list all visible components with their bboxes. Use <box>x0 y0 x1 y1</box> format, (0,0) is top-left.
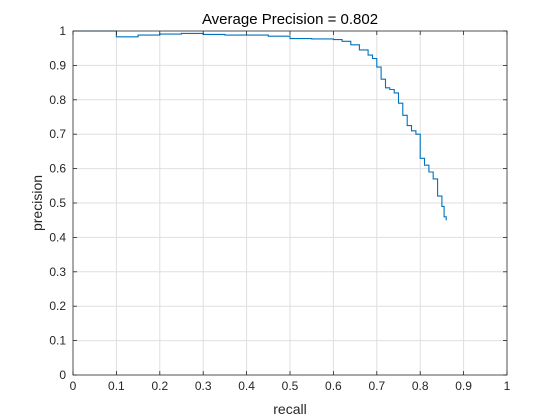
y-tick-label: 0.1 <box>49 334 66 348</box>
x-tick-label: 0.3 <box>195 379 212 393</box>
axis-ticks: 0 0.1 0.2 0.3 0.4 0.5 0.6 0.7 0.8 0.9 1 0 0.1 0.2 0.3 0… <box>49 24 510 393</box>
x-tick-label: 0.9 <box>455 379 472 393</box>
series-line <box>73 30 447 221</box>
y-tick-label: 0.8 <box>49 93 66 107</box>
y-tick-label: 0.3 <box>49 265 66 279</box>
y-tick-label: 0.5 <box>49 196 66 210</box>
x-tick-label: 0.1 <box>108 379 125 393</box>
chart-title: Average Precision = 0.802 <box>202 11 378 28</box>
y-tick-label: 0 <box>59 368 66 382</box>
x-tick-label: 0.7 <box>368 379 385 393</box>
grid-lines <box>73 31 507 375</box>
x-tick-label: 0.2 <box>151 379 168 393</box>
y-tick-label: 0.2 <box>49 299 66 313</box>
y-tick-label: 0.6 <box>49 162 66 176</box>
y-tick-label: 0.4 <box>49 230 66 244</box>
x-tick-label: 0.4 <box>238 379 255 393</box>
y-axis-label: precision <box>29 175 45 231</box>
x-tick-label: 1 <box>504 379 511 393</box>
x-tick-label: 0 <box>70 379 77 393</box>
x-tick-label: 0.8 <box>412 379 429 393</box>
x-tick-label: 0.6 <box>325 379 342 393</box>
x-tick-label: 0.5 <box>282 379 299 393</box>
y-tick-label: 1 <box>59 24 66 38</box>
x-axis-label: recall <box>273 401 306 417</box>
y-tick-label: 0.7 <box>49 127 66 141</box>
y-tick-label: 0.9 <box>49 58 66 72</box>
